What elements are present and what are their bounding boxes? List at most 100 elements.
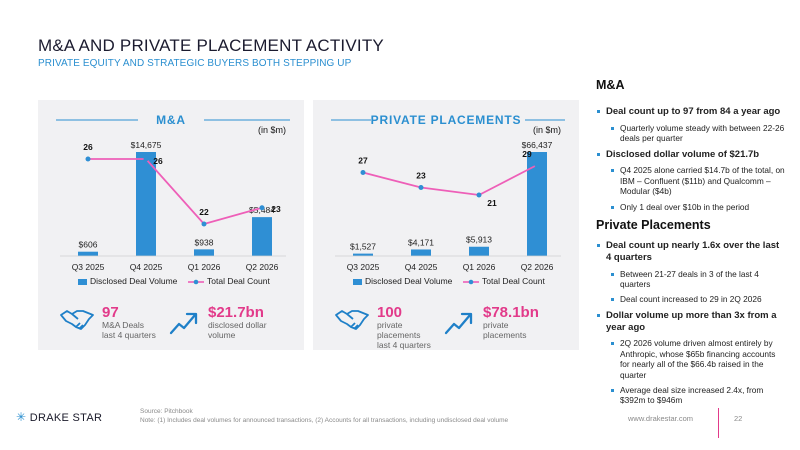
legend-count-label: Total Deal Count xyxy=(207,276,270,286)
bar-label: $4,171 xyxy=(408,237,434,247)
page-title: M&A AND PRIVATE PLACEMENT ACTIVITY xyxy=(38,36,384,55)
bar-q2-2026 xyxy=(527,152,547,256)
volume-stat-line1: disclosed dollar xyxy=(208,320,267,330)
ma-chart: M&A (in $m) $606 Q3 2025 $14,675 Q4 2025 $938 Q… xyxy=(56,113,290,340)
pp-bullet-2: Dollar volume up more than 3x from a yea… xyxy=(597,310,786,334)
chart-title: PRIVATE PLACEMENTS xyxy=(371,113,522,127)
legend-volume-label: Disclosed Deal Volume xyxy=(90,276,178,286)
bar-q4-2025 xyxy=(411,249,431,256)
footer-source-note: Source: Pitchbook Note: (1) Includes dea… xyxy=(140,408,600,426)
bar-label: $66,437 xyxy=(522,140,553,150)
pp-bullet-1: Deal count up nearly 1.6x over the last … xyxy=(597,240,786,264)
chart-title: M&A xyxy=(156,113,186,127)
ma-bullet-1-sub-1: Quarterly volume steady with between 22-… xyxy=(611,122,785,144)
count-stat-line1: M&A Deals xyxy=(102,320,144,330)
count-line xyxy=(362,164,538,196)
pp-bullet-2-sub-1: 2Q 2026 volume driven almost entirely by… xyxy=(611,338,786,380)
count-label: 27 xyxy=(358,156,368,166)
legend-count-dot xyxy=(193,279,199,285)
x-tick-label: Q3 2025 xyxy=(72,262,105,272)
count-label: 22 xyxy=(199,207,209,217)
unit-label: (in $m) xyxy=(258,125,286,135)
bar-q1-2026 xyxy=(469,246,489,256)
count-label: 21 xyxy=(487,198,497,208)
count-point xyxy=(360,170,366,175)
count-point xyxy=(418,185,424,190)
pp-commentary-list: Deal count up nearly 1.6x over the last … xyxy=(596,240,786,406)
bar-label: $1,527 xyxy=(350,242,376,252)
x-tick-label: Q4 2025 xyxy=(405,262,438,272)
legend-count-label: Total Deal Count xyxy=(482,276,545,286)
pp-bullet-1-sub-1: Between 21-27 deals in 3 of the last 4 q… xyxy=(611,269,786,290)
trend-up-icon xyxy=(169,312,198,335)
count-point xyxy=(259,205,265,211)
volume-stat-line1: private xyxy=(483,320,509,330)
handshake-icon xyxy=(60,310,94,330)
trend-up-icon xyxy=(444,312,473,335)
ma-bullet-2-sub-2: Only 1 deal over $10b in the period xyxy=(611,202,786,212)
bar-q3-2025 xyxy=(353,253,373,256)
bar-q3-2025 xyxy=(78,251,98,256)
x-tick-label: Q2 2026 xyxy=(246,262,279,272)
count-stat-line1: private xyxy=(377,320,403,330)
footer-divider xyxy=(718,408,719,438)
volume-stat-line2: placements xyxy=(483,330,526,340)
count-label: 23 xyxy=(416,171,426,181)
count-line xyxy=(88,158,263,226)
bar-q4-2025 xyxy=(136,152,156,256)
pp-commentary-heading: Private Placements xyxy=(596,217,711,232)
count-point xyxy=(201,221,207,227)
ma-commentary-heading: M&A xyxy=(596,78,625,92)
count-stat-line3: last 4 quarters xyxy=(377,340,431,350)
note-text: Note: (1) Includes deal volumes for anno… xyxy=(140,416,509,424)
x-tick-label: Q2 2026 xyxy=(521,262,554,272)
count-label: 26 xyxy=(83,142,93,152)
private-placements-chart: PRIVATE PLACEMENTS (in $m) $1,527 Q3 2025 $4… xyxy=(331,113,565,350)
bar-label: $606 xyxy=(79,240,98,250)
source-text: Source: Pitchbook xyxy=(140,408,193,415)
ma-chart-panel: M&A (in $m) $606 Q3 2025 $14,675 Q4 2025 $938 Q… xyxy=(38,100,304,350)
legend-volume-swatch xyxy=(353,279,362,285)
commentary-panel: M&A Deal count up to 97 from 84 a year a… xyxy=(596,78,786,411)
count-stat-line2: placements xyxy=(377,330,420,340)
star-logo-icon: ✳ xyxy=(16,410,27,424)
count-stat-value: 100 xyxy=(377,304,402,321)
page-subtitle: PRIVATE EQUITY AND STRATEGIC BUYERS BOTH… xyxy=(38,58,352,69)
x-tick-label: Q1 2026 xyxy=(463,262,496,272)
count-label: 26 xyxy=(153,156,163,166)
count-label: 23 xyxy=(271,204,281,214)
ma-bullet-1: Deal count up to 97 from 84 a year ago xyxy=(597,106,786,118)
handshake-icon xyxy=(335,310,369,330)
x-tick-label: Q3 2025 xyxy=(347,262,380,272)
legend-count-dot xyxy=(468,279,474,285)
bar-q2-2026 xyxy=(252,217,272,256)
bar-label: $938 xyxy=(195,237,214,247)
volume-stat-value: $21.7bn xyxy=(208,304,264,321)
brand-logo: ✳ DRAKE STAR xyxy=(16,410,102,424)
unit-label: (in $m) xyxy=(533,125,561,135)
ma-bullet-2: Disclosed dollar volume of $21.7b xyxy=(597,149,786,161)
pp-bullet-2-sub-2: Average deal size increased 2.4x, from $… xyxy=(611,385,786,406)
brand-name: DRAKE STAR xyxy=(29,412,103,424)
legend-volume-swatch xyxy=(78,279,87,285)
bar-q1-2026 xyxy=(194,249,214,256)
count-stat-line2: last 4 quarters xyxy=(102,330,156,340)
website-link[interactable]: www.drakestar.com xyxy=(628,414,694,423)
volume-stat-line2: volume xyxy=(208,330,236,340)
pp-bullet-1-sub-2: Deal count increased to 29 in 2Q 2026 xyxy=(611,294,786,304)
bar-label: $14,675 xyxy=(131,140,162,150)
private-placements-chart-panel: PRIVATE PLACEMENTS (in $m) $1,527 Q3 2025 $4… xyxy=(313,100,579,350)
count-point xyxy=(143,156,149,162)
page-number: 22 xyxy=(734,414,743,423)
count-point xyxy=(476,192,482,198)
count-label: 29 xyxy=(522,149,532,159)
count-point xyxy=(85,156,91,162)
ma-commentary-list: Deal count up to 97 from 84 a year ago Q… xyxy=(596,106,786,212)
bar-label: $5,913 xyxy=(466,235,492,245)
count-point xyxy=(534,162,540,168)
x-tick-label: Q1 2026 xyxy=(188,262,221,272)
volume-stat-value: $78.1bn xyxy=(483,304,539,321)
ma-bullet-2-sub-1: Q4 2025 alone carried $14.7b of the tota… xyxy=(611,165,785,197)
legend-volume-label: Disclosed Deal Volume xyxy=(365,276,453,286)
x-tick-label: Q4 2025 xyxy=(130,262,163,272)
